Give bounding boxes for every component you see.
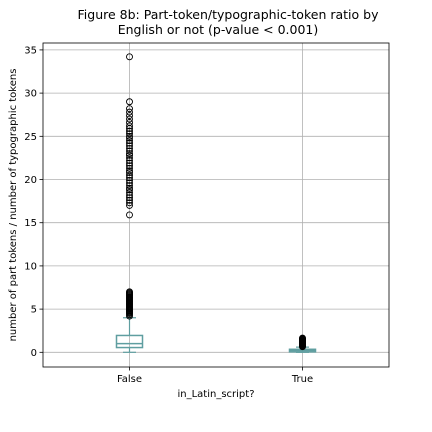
- y-tick-label: 25: [24, 132, 37, 143]
- outlier-point: [126, 182, 133, 190]
- outlier-point: [126, 105, 133, 113]
- outlier-point: [126, 53, 133, 61]
- grid: [43, 43, 389, 367]
- outlier-point: [126, 201, 133, 209]
- y-tick-label: 10: [24, 261, 37, 272]
- outlier-point: [126, 169, 133, 177]
- outlier-point: [126, 154, 133, 162]
- outlier-point: [126, 122, 133, 130]
- y-tick-label: 5: [31, 305, 37, 316]
- plot-frame: [42, 42, 390, 368]
- outlier-point: [126, 189, 133, 196]
- outlier-point: [126, 137, 133, 145]
- outlier-point: [126, 127, 133, 135]
- outlier-point: [126, 119, 133, 126]
- outlier-point: [126, 171, 133, 179]
- outlier-point: [126, 132, 133, 140]
- chart-title-line-1: Figure 8b: Part-token/typographic-token …: [78, 7, 380, 22]
- y-axis-label: number of part tokens / number of typogr…: [8, 69, 19, 342]
- outlier-point: [299, 334, 306, 342]
- outlier-point: [126, 211, 133, 219]
- outlier-point: [126, 151, 133, 159]
- outlier-point: [126, 159, 133, 167]
- outlier-point: [126, 184, 133, 192]
- outlier-point: [126, 115, 133, 123]
- outlier-point: [126, 142, 133, 150]
- y-tick-label: 0: [31, 348, 37, 359]
- outlier-point: [126, 199, 133, 207]
- outlier-point: [126, 176, 133, 184]
- outlier-point: [126, 196, 133, 204]
- outlier-point: [126, 139, 133, 147]
- y-tick-label: 15: [24, 218, 37, 229]
- outlier-point: [126, 157, 133, 164]
- outlier-point: [126, 162, 133, 170]
- outlier-point: [126, 174, 133, 182]
- y-tick-label: 20: [24, 175, 37, 186]
- outlier-point: [126, 147, 133, 155]
- x-axis-label: in_Latin_script?: [177, 389, 254, 400]
- boxes: [115, 53, 317, 353]
- outlier-point: [126, 130, 133, 138]
- outlier-point: [126, 167, 133, 175]
- ticks: 0 5 10 15 20 25 30 35 False True: [24, 45, 313, 385]
- outlier-point: [126, 191, 133, 199]
- y-tick-label: 30: [24, 89, 37, 100]
- outlier-point: [126, 98, 133, 106]
- outlier-point: [126, 112, 133, 120]
- box-iqr: [115, 334, 144, 349]
- outlier-point: [126, 134, 133, 142]
- outlier-point: [126, 150, 133, 158]
- outlier-point: [126, 164, 133, 172]
- outlier-point: [126, 288, 133, 296]
- x-tick-label: False: [117, 374, 142, 385]
- outlier-point: [126, 144, 133, 152]
- chart-title-line-2: English or not (p-value < 0.001): [118, 22, 319, 37]
- outlier-point: [126, 186, 133, 194]
- x-tick-label: True: [291, 374, 313, 385]
- outlier-point: [126, 194, 133, 202]
- outlier-point: [126, 108, 133, 116]
- y-tick-label: 35: [24, 45, 37, 56]
- outlier-point: [126, 179, 133, 187]
